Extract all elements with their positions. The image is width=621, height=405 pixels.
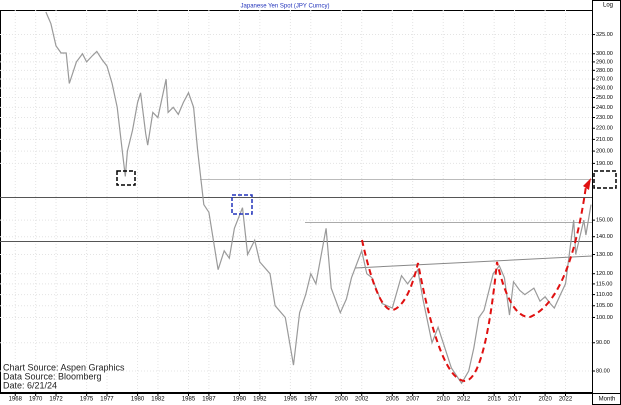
y-tick-label: 270.00 [596, 77, 613, 83]
y-tick-label: 210.00 [596, 137, 613, 143]
y-tick-label: 110.00 [596, 292, 612, 298]
x-tick-label: 2000 [335, 397, 349, 403]
x-tick-label: 1975 [80, 397, 94, 403]
y-tick-label: 230.00 [596, 115, 613, 121]
scale-label: Log [603, 3, 613, 9]
x-tick-label: 1968 [9, 397, 23, 403]
y-tick-label: 325.00 [596, 32, 613, 38]
y-tick-label: 220.00 [596, 126, 613, 132]
x-tick-label: 2020 [538, 397, 552, 403]
y-tick-label: 280.00 [596, 68, 613, 74]
y-tick-label: 190.00 [596, 161, 613, 167]
x-tick-label: 1970 [29, 397, 43, 403]
y-tick-label: 200.00 [596, 149, 613, 155]
y-tick-label: 90.00 [596, 340, 610, 346]
y-tick-label: 240.00 [596, 105, 613, 111]
x-axis-title: Month [599, 397, 616, 403]
x-tick-label: 2015 [488, 397, 502, 403]
series-layer [45, 11, 592, 385]
y-tick-label: 105.00 [596, 303, 613, 309]
marker-2024 [593, 170, 617, 189]
x-tick-label: 2007 [406, 397, 420, 403]
y-tick-label: 100.00 [596, 315, 613, 321]
chart-title: Japanese Yen Spot (JPY Curncy) [241, 4, 330, 10]
source-note: Chart Source: Aspen Graphics [3, 362, 125, 372]
y-tick-label: 150.00 [596, 218, 613, 224]
x-tick-label: 1972 [49, 397, 63, 403]
x-tick-label: 1997 [304, 397, 318, 403]
x-tick-label: 1995 [284, 397, 298, 403]
x-tick-label: 1990 [233, 397, 247, 403]
reference-lines [0, 179, 593, 269]
y-axis-panel [592, 0, 621, 405]
date-note: Date: 6/21/24 [3, 380, 57, 390]
x-tick-label: 2012 [457, 397, 471, 403]
y-tick-label: 300.00 [596, 51, 613, 57]
y-tick-label: 250.00 [596, 95, 613, 101]
y-tick-label: 140.00 [596, 234, 613, 240]
x-tick-label: 1985 [182, 397, 196, 403]
y-tick-label: 80.00 [596, 368, 610, 374]
source-note: Data Source: Bloomberg [3, 371, 102, 381]
x-tick-label: 1977 [100, 397, 114, 403]
grid [0, 10, 592, 393]
neckline [354, 255, 593, 269]
marker-1978 [116, 170, 136, 186]
y-tick-label: 120.00 [596, 271, 613, 277]
arrow-head [583, 178, 591, 190]
y-tick-label: 290.00 [596, 59, 613, 65]
x-tick-label: 2017 [508, 397, 522, 403]
y-tick-label: 115.00 [596, 281, 612, 287]
x-tick-label: 2010 [437, 397, 451, 403]
x-tick-label: 1982 [151, 397, 165, 403]
y-tick-label: 260.00 [596, 86, 613, 92]
x-tick-label: 1980 [131, 397, 145, 403]
x-tick-label: 1987 [202, 397, 216, 403]
price-line [45, 11, 592, 385]
marker-1990 [231, 194, 253, 215]
y-tick-label: 130.00 [596, 252, 613, 258]
x-tick-label: 2002 [355, 397, 369, 403]
x-tick-label: 2022 [559, 397, 573, 403]
x-tick-label: 1992 [253, 397, 267, 403]
x-tick-label: 2005 [386, 397, 400, 403]
